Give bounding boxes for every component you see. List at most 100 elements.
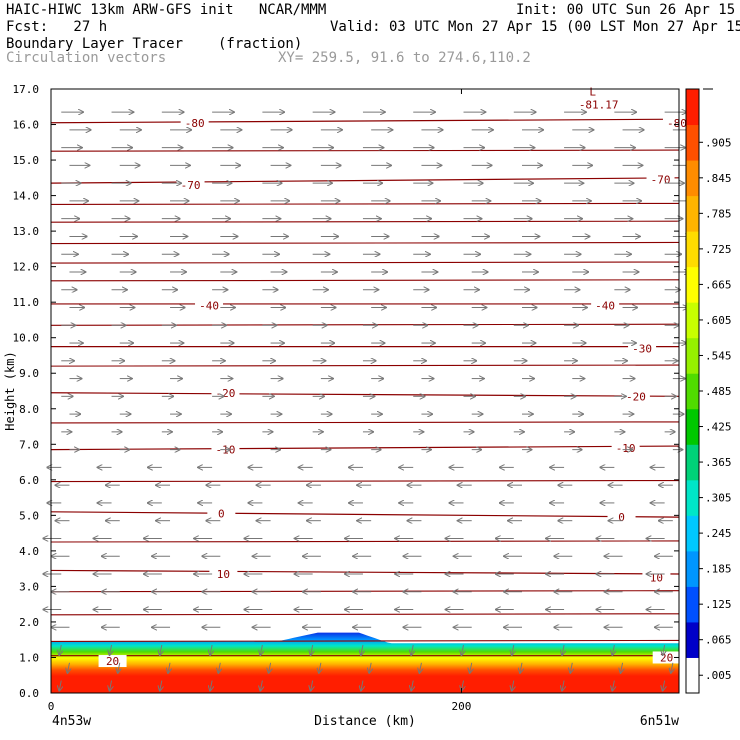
contour-label-bg [211,386,240,399]
x-end-label-left: 4n53w [52,714,91,729]
contour-line [50,540,680,543]
y-tick-label: 4.0 [19,545,39,558]
y-tick-label: 7.0 [19,438,39,451]
header-line1-left: HAIC-HIWC 13km ARW-GFS init NCAR/MMM [6,2,327,18]
contour-label: -30 [632,342,652,355]
circulation-vector [311,644,313,655]
contour-label-bg [176,178,205,191]
circulation-vector [570,662,572,673]
circulation-vector [663,644,665,655]
colorbar-swatch [686,337,699,374]
circulation-vector [612,644,614,655]
header-line1-right: Init: 00 UTC Sun 26 Apr 15 [516,2,736,18]
circulation-vector [411,644,413,655]
contour-label: 20 [106,655,119,668]
field-title: Boundary Layer Tracer [6,36,184,52]
x-tick-label: 0 [48,700,55,713]
contour-label-bg [662,116,691,129]
y-tick-label: 2.0 [19,616,39,629]
colorbar-label: .185 [705,563,732,576]
y-tick-label: 16.0 [13,119,40,132]
colorbar-label: .485 [705,385,732,398]
min-marker-symbol: L [589,86,596,99]
contour-line [50,177,680,184]
colorbar-swatch [686,621,699,658]
contour-label: -70 [181,179,201,192]
contour-label: 0 [218,508,225,521]
contour-label: -70 [651,174,671,187]
y-tick-label: 10.0 [13,332,40,345]
colorbar-swatch [686,515,699,552]
circulation-vector [520,662,522,673]
y-tick-label: 6.0 [19,474,39,487]
header-line2-right: Valid: 03 UTC Mon 27 Apr 15 (00 LST Mon … [330,19,740,35]
y-tick-label: 11.0 [13,296,40,309]
contour-line [50,569,680,575]
circulation-vector [361,644,363,655]
colorbar-label: .605 [705,314,732,327]
y-tick-label: 8.0 [19,403,39,416]
circulation-vector [462,644,464,655]
y-tick-label: 15.0 [13,154,40,167]
circulation-vector [110,680,112,691]
contour-line [50,479,680,483]
colorbar-swatch [686,266,699,303]
y-tick-label: 3.0 [19,580,39,593]
vector-title: Circulation vectors [6,50,167,66]
contour-label-bg [607,511,636,524]
contour-label-bg [207,507,236,520]
colorbar-label: .905 [705,136,732,149]
colorbar-swatch [686,195,699,232]
header-line2-left: Fcst: 27 h [6,19,108,35]
circulation-vector [269,662,271,673]
contour-label-bg [180,116,209,129]
circulation-vector [160,644,162,655]
circulation-vector [663,680,665,691]
circulation-vector [160,680,162,691]
contour-line [50,279,680,282]
colorbar-label: .785 [705,207,732,220]
colorbar-swatch [686,408,699,445]
circulation-vector [67,662,69,673]
contour-line [50,511,680,518]
contour-line [50,639,680,643]
contour-label-bg [652,651,681,664]
circulation-vector [470,662,472,673]
contour-label: -80 [185,117,205,130]
colorbar-label: .665 [705,278,732,291]
circulation-vector [118,662,120,673]
contour-label: 10 [217,568,230,581]
colorbar-label: .005 [705,669,732,682]
y-axis-label: Height (km) [3,351,17,430]
contour-line [50,149,680,152]
contour-label-bg [209,567,238,580]
contour-line [50,220,680,223]
contour-line [50,392,680,397]
y-tick-label: 12.0 [13,261,40,274]
contour-label: 10 [650,572,663,585]
y-tick-label: 9.0 [19,367,39,380]
contour-line [50,261,680,264]
contour-label-bg [195,299,224,312]
colorbar-label: .845 [705,172,732,185]
circulation-vector [671,662,673,673]
contour-line [50,421,680,424]
circulation-vector [260,680,262,691]
circulation-vector [369,662,371,673]
colorbar-label: .545 [705,349,732,362]
colorbar-swatch [686,89,699,126]
circulation-vector [512,644,514,655]
x-end-label-right: 6n51w [640,714,679,729]
circulation-vector [110,644,112,655]
contour-label-bg [621,390,650,403]
tracer-field [51,632,679,693]
colorbar-swatch [686,444,699,481]
colorbar-swatch [686,302,699,339]
circulation-vector [218,662,220,673]
circulation-vector [512,680,514,691]
y-tick-label: 0.0 [19,687,39,700]
colorbar-swatch [686,550,699,587]
y-tick-label: 5.0 [19,509,39,522]
contour-label-bg [646,173,675,186]
